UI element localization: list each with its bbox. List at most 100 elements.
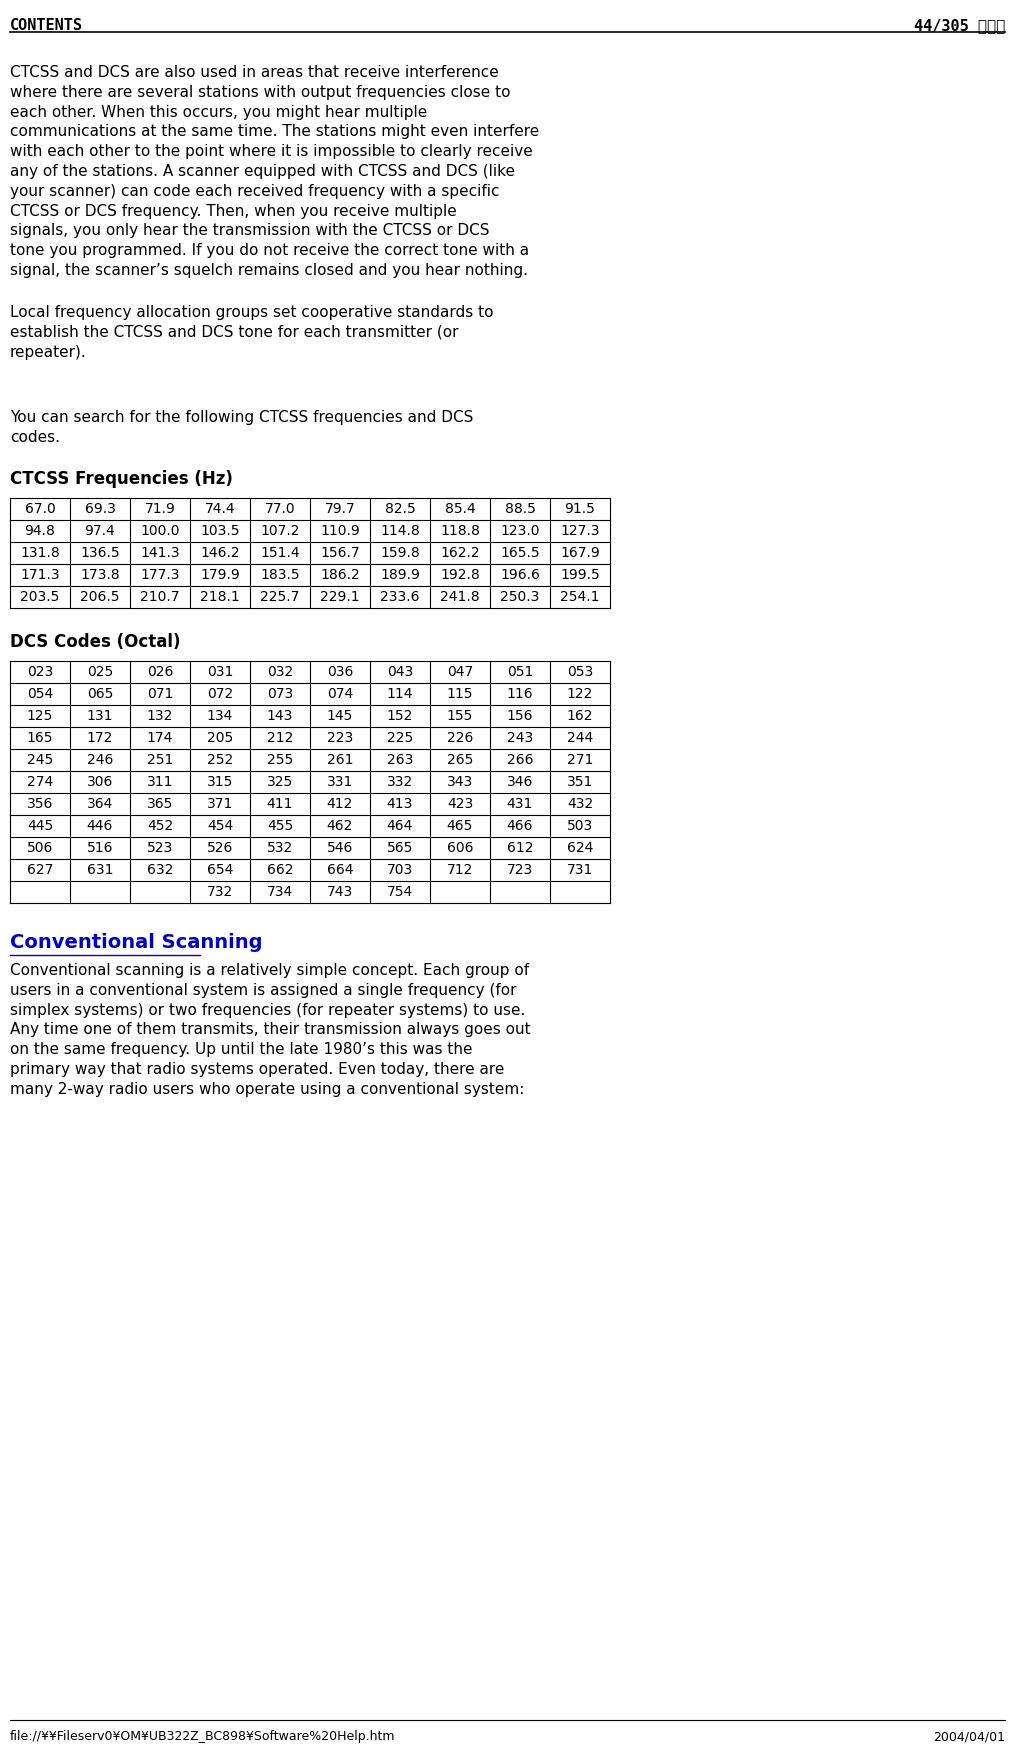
Text: 145: 145 xyxy=(327,709,353,723)
Text: 131.8: 131.8 xyxy=(20,546,60,560)
Text: 271: 271 xyxy=(566,752,593,766)
Text: 91.5: 91.5 xyxy=(564,502,596,516)
Text: 351: 351 xyxy=(566,775,593,789)
Text: 452: 452 xyxy=(147,819,174,833)
Text: 226: 226 xyxy=(447,732,473,746)
Text: 115: 115 xyxy=(447,688,473,702)
Text: 114.8: 114.8 xyxy=(381,523,420,537)
Text: 118.8: 118.8 xyxy=(441,523,480,537)
Text: 132: 132 xyxy=(147,709,174,723)
Text: 632: 632 xyxy=(147,863,174,877)
Text: 44/305 ページ: 44/305 ページ xyxy=(914,18,1005,33)
Text: 155: 155 xyxy=(447,709,473,723)
Text: 218.1: 218.1 xyxy=(200,590,240,604)
Text: 100.0: 100.0 xyxy=(140,523,180,537)
Text: 71.9: 71.9 xyxy=(144,502,176,516)
Text: 332: 332 xyxy=(387,775,413,789)
Text: 123.0: 123.0 xyxy=(500,523,540,537)
Text: 412: 412 xyxy=(327,796,353,810)
Text: 151.4: 151.4 xyxy=(260,546,299,560)
Text: 67.0: 67.0 xyxy=(24,502,56,516)
Text: 189.9: 189.9 xyxy=(380,569,420,583)
Text: 143: 143 xyxy=(267,709,293,723)
Text: 371: 371 xyxy=(207,796,233,810)
Text: 173.8: 173.8 xyxy=(80,569,120,583)
Text: 043: 043 xyxy=(387,665,413,679)
Text: 252: 252 xyxy=(207,752,233,766)
Text: 523: 523 xyxy=(147,842,174,856)
Text: 071: 071 xyxy=(147,688,174,702)
Text: 254.1: 254.1 xyxy=(560,590,600,604)
Text: 331: 331 xyxy=(327,775,353,789)
Text: 192.8: 192.8 xyxy=(441,569,480,583)
Text: 565: 565 xyxy=(387,842,413,856)
Text: 025: 025 xyxy=(87,665,113,679)
Text: 364: 364 xyxy=(87,796,114,810)
Text: 526: 526 xyxy=(207,842,233,856)
Text: 065: 065 xyxy=(87,688,114,702)
Text: 141.3: 141.3 xyxy=(140,546,180,560)
Text: 023: 023 xyxy=(26,665,53,679)
Text: 152: 152 xyxy=(387,709,413,723)
Text: 053: 053 xyxy=(566,665,593,679)
Text: 446: 446 xyxy=(87,819,114,833)
Text: 206.5: 206.5 xyxy=(80,590,120,604)
Text: 77.0: 77.0 xyxy=(265,502,295,516)
Text: 734: 734 xyxy=(267,886,293,900)
Text: 047: 047 xyxy=(447,665,473,679)
Text: 229.1: 229.1 xyxy=(320,590,359,604)
Text: 162.2: 162.2 xyxy=(441,546,480,560)
Text: 210.7: 210.7 xyxy=(140,590,180,604)
Text: 134: 134 xyxy=(207,709,233,723)
Text: 245: 245 xyxy=(26,752,53,766)
Text: 712: 712 xyxy=(447,863,473,877)
Text: 346: 346 xyxy=(506,775,533,789)
Text: 732: 732 xyxy=(207,886,233,900)
Text: 82.5: 82.5 xyxy=(385,502,415,516)
Text: 315: 315 xyxy=(207,775,233,789)
Text: 122: 122 xyxy=(566,688,593,702)
Text: 114: 114 xyxy=(387,688,413,702)
Text: 203.5: 203.5 xyxy=(20,590,60,604)
Text: 654: 654 xyxy=(207,863,233,877)
Text: 731: 731 xyxy=(566,863,593,877)
Text: 205: 205 xyxy=(207,732,233,746)
Text: 365: 365 xyxy=(147,796,174,810)
Text: 631: 631 xyxy=(86,863,114,877)
Text: 465: 465 xyxy=(447,819,473,833)
Text: 225.7: 225.7 xyxy=(260,590,299,604)
Text: 462: 462 xyxy=(327,819,353,833)
Text: 445: 445 xyxy=(26,819,53,833)
Text: 156: 156 xyxy=(506,709,533,723)
Text: 274: 274 xyxy=(26,775,53,789)
Text: 703: 703 xyxy=(387,863,413,877)
Text: 546: 546 xyxy=(327,842,353,856)
Text: 662: 662 xyxy=(267,863,293,877)
Text: 325: 325 xyxy=(267,775,293,789)
Text: 624: 624 xyxy=(566,842,593,856)
Text: 165: 165 xyxy=(26,732,53,746)
Text: 612: 612 xyxy=(506,842,533,856)
Text: 107.2: 107.2 xyxy=(260,523,299,537)
Text: 2004/04/01: 2004/04/01 xyxy=(933,1731,1005,1743)
Text: 343: 343 xyxy=(447,775,473,789)
Text: 233.6: 233.6 xyxy=(381,590,420,604)
Text: 506: 506 xyxy=(26,842,53,856)
Text: 411: 411 xyxy=(267,796,293,810)
Text: 243: 243 xyxy=(506,732,533,746)
Text: 165.5: 165.5 xyxy=(500,546,540,560)
Text: 116: 116 xyxy=(506,688,533,702)
Text: 432: 432 xyxy=(566,796,593,810)
Text: 431: 431 xyxy=(506,796,533,810)
Text: 174: 174 xyxy=(147,732,174,746)
Text: 199.5: 199.5 xyxy=(560,569,600,583)
Text: 171.3: 171.3 xyxy=(20,569,60,583)
Text: 196.6: 196.6 xyxy=(500,569,540,583)
Text: 225: 225 xyxy=(387,732,413,746)
Text: 255: 255 xyxy=(267,752,293,766)
Text: 306: 306 xyxy=(87,775,114,789)
Text: 265: 265 xyxy=(447,752,473,766)
Text: CTCSS Frequencies (Hz): CTCSS Frequencies (Hz) xyxy=(10,471,232,488)
Text: 136.5: 136.5 xyxy=(80,546,120,560)
Text: 413: 413 xyxy=(387,796,413,810)
